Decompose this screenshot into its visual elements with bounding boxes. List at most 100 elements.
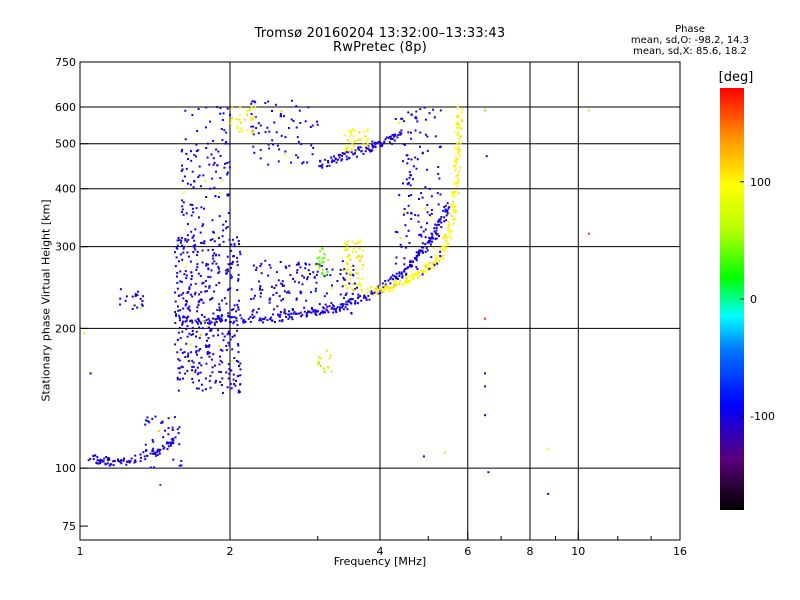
x-axis-label: Frequency [MHz] [333, 555, 427, 568]
upper-es-point [191, 204, 194, 206]
yellow-a-point [350, 272, 353, 275]
upper-es-point [181, 199, 184, 202]
spread-f-point [400, 129, 403, 132]
o-trace-point [315, 314, 318, 316]
o-trace-point [197, 322, 199, 325]
o-trace-point [347, 300, 350, 303]
es-band-point [183, 351, 186, 354]
mid-scatter-point [284, 297, 286, 300]
es-band-point [177, 294, 180, 297]
x-trace-point [413, 277, 415, 280]
spread-f-point [433, 115, 436, 118]
x-trace-point [457, 152, 460, 155]
o-trace-point [293, 311, 296, 314]
spread-f-point [410, 158, 413, 161]
es-band-point [185, 303, 188, 306]
high-blue-point [267, 100, 270, 103]
mid-scatter-point [312, 271, 315, 274]
es-band-point [204, 290, 207, 293]
x-trace-point [435, 254, 438, 257]
spread-f-point [405, 246, 408, 249]
es-band-point [221, 361, 224, 364]
o-trace-point [384, 280, 387, 282]
low-trace-point [166, 448, 169, 451]
es-band-point [237, 279, 240, 282]
spread-f-point [416, 268, 419, 270]
es-band-point [206, 339, 208, 342]
small-d-point [136, 306, 139, 309]
mid-scatter-point [323, 275, 326, 278]
es-band-point [201, 249, 204, 252]
yellow-a-point [351, 250, 354, 253]
mid-scatter-point [331, 304, 334, 307]
o-trace-point [187, 315, 190, 318]
es-band-point [225, 272, 227, 275]
low-blue-point [153, 466, 155, 469]
mid-scatter-point [296, 271, 298, 274]
mid-scatter-point [258, 280, 260, 283]
o-trace-point [322, 306, 325, 309]
low-blue-point [169, 416, 172, 419]
upper-es-point [228, 166, 231, 169]
es-band-point [208, 285, 211, 287]
es-band-point [200, 241, 203, 244]
upper-o-trace-point [330, 156, 333, 159]
x-trace-point [395, 282, 398, 285]
mid-scatter-point [279, 261, 282, 263]
high-blue-point [316, 120, 318, 123]
es-band-point [215, 284, 218, 287]
x-trace-point [414, 272, 417, 275]
low-trace-point [144, 458, 147, 461]
high-blue-point [252, 145, 255, 148]
es-band-point [213, 320, 216, 323]
x-trace-point [409, 275, 412, 278]
mid-scatter-point [285, 266, 288, 269]
es-band-point [225, 302, 228, 305]
spread-f-point [407, 158, 410, 160]
x-trace-point [451, 191, 454, 194]
es-band-point [222, 339, 225, 342]
o-trace-point [398, 272, 401, 275]
es-band-point [211, 366, 214, 369]
es-band-point [216, 308, 219, 311]
es-band-point [186, 317, 189, 320]
x-trace-point [385, 287, 387, 290]
o-trace-point [306, 312, 309, 314]
low-blue-point [171, 429, 174, 431]
es-band-point [177, 305, 179, 308]
green-b-point [320, 357, 322, 360]
phase-stats-o: mean, sd,O: -98.2, 14.3 [630, 35, 750, 46]
es-band-point [225, 349, 228, 352]
spread-f-point [423, 106, 426, 109]
upper-es-point [192, 211, 195, 214]
mid-scatter-point [342, 308, 345, 311]
es-band-point [212, 317, 214, 320]
upper-o-trace-point [380, 142, 383, 145]
spread-f-point [411, 178, 414, 181]
isolated-point [484, 372, 487, 375]
x-trace-point [451, 193, 454, 195]
x-trace-point [439, 248, 442, 251]
high-blue-point [307, 106, 310, 109]
x-trace-point [456, 173, 459, 176]
low-trace-point [169, 441, 172, 444]
upper-o-trace-point [324, 158, 327, 161]
mid-scatter-point [255, 269, 258, 271]
yellow-c-point [251, 132, 254, 135]
es-band-point [183, 273, 186, 276]
high-blue-point [268, 147, 271, 150]
o-trace-point [433, 227, 436, 230]
low-blue-point [151, 452, 154, 455]
o-trace-point [335, 311, 338, 314]
es-band-point [204, 285, 207, 288]
x-trace-point [426, 263, 429, 266]
mid-scatter-point [252, 264, 255, 267]
spread-f-point [430, 256, 433, 259]
isolated-point [83, 332, 86, 335]
es-band-point [235, 310, 238, 313]
upper-o-trace-point [371, 146, 374, 149]
es-band-point [184, 372, 187, 375]
spread-f-point [428, 112, 431, 115]
spread-f-point [410, 212, 413, 215]
